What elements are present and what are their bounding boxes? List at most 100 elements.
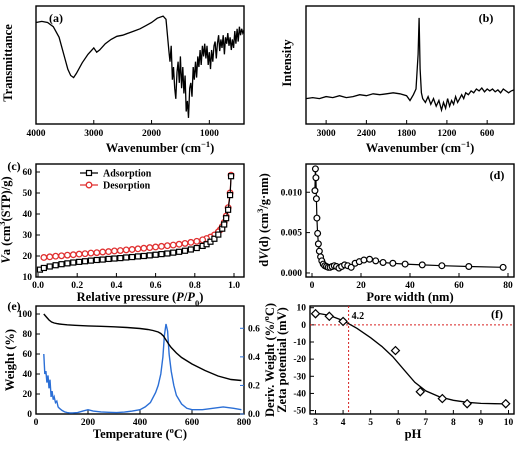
panel-f-ytick-label: -10	[293, 338, 306, 348]
panel-a-xtick-label: 2000	[142, 129, 161, 139]
panel-a-ftir-line	[35, 15, 245, 118]
panel-c-adsorption-point	[52, 262, 59, 269]
panel-c-xtick-label: 0.6	[150, 281, 162, 291]
panel-c-desorption-point	[193, 237, 201, 245]
panel-c-desorption-point	[128, 246, 136, 253]
panel-c-xtick-label: 0.0	[32, 281, 44, 291]
panel-d-psd-point	[314, 229, 322, 237]
panel-e-ytick-right-label: 0.2	[248, 381, 260, 391]
panel-c-adsorption-point	[128, 253, 136, 261]
panel-f-xtick-label: 10	[504, 418, 514, 428]
panel-b-frame	[305, 5, 515, 125]
panel-c-adsorption-point	[211, 235, 218, 242]
panel-e-xtick-label: 0	[34, 418, 39, 428]
panel-e-frame	[35, 305, 245, 415]
panel-c-ytick-label: 40	[23, 210, 33, 220]
panel-d-psd-point	[315, 247, 323, 255]
panel-e-xtick-label: 800	[237, 418, 252, 428]
panel-f-xlabel: pH	[405, 427, 422, 441]
panel-c-adsorption-point	[181, 247, 189, 254]
panel-f-xtick-label: 7	[423, 418, 428, 428]
panel-a-xtick-label: 1000	[200, 129, 219, 139]
panel-f-pzc-label: 4.2	[352, 311, 365, 322]
panel-d-psd-point	[311, 187, 319, 195]
panel-d-psd-point	[312, 174, 320, 182]
panel-b-xtick-label: 1800	[397, 129, 416, 139]
panel-f-xtick-label: 6	[396, 418, 401, 428]
panel-c-desorption-point	[181, 239, 189, 247]
panel-c-adsorption-point	[76, 258, 83, 265]
panel-d-xtick-label: 0	[310, 281, 315, 291]
panel-d-psd-point	[312, 195, 320, 203]
panel-c-adsorption-point	[187, 246, 194, 253]
panel-f-xtick-label: 9	[479, 418, 484, 428]
panel-d-psd-point	[379, 258, 387, 266]
panel-c-adsorption-point	[221, 221, 228, 228]
panel-f-ytick-label: -50	[293, 407, 306, 417]
panel-c-adsorption-point	[215, 231, 222, 238]
panel-e-ytick-right-label: 0.6	[248, 324, 260, 334]
panel-f-zeta-point	[437, 393, 448, 404]
panel-c-adsorption-point	[105, 255, 112, 263]
panel-c-desorption-point	[93, 249, 101, 257]
panel-f-xtick-label: 3	[313, 418, 318, 428]
panel-d-psd-point	[438, 262, 446, 270]
panel-d-ytick-label: 0.010	[281, 188, 303, 198]
panel-a-label: (a)	[49, 11, 63, 25]
panel-c-desorption-point	[146, 244, 154, 252]
panel-b-xtick-label: 3000	[317, 129, 336, 139]
panel-c-adsorption-point	[58, 261, 65, 268]
panel-f-ytick-label: -40	[293, 389, 306, 399]
panel-b-xtick-label: 2400	[357, 129, 376, 139]
panel-a-frame	[35, 5, 245, 125]
panel-d-label: (d)	[490, 168, 505, 182]
panel-c-adsorption-point	[93, 256, 100, 264]
panel-f-zeta-point	[390, 345, 401, 356]
panel-d-frame	[305, 163, 515, 278]
panel-c-adsorption-point	[140, 252, 147, 260]
panel-f-label: (f)	[491, 307, 503, 321]
panel-e-xtick-label: 400	[133, 418, 148, 428]
panel-c-adsorption-point	[81, 258, 89, 265]
panel-f-xtick-label: 8	[451, 418, 456, 428]
panel-e-ytick-label: 40	[23, 370, 33, 380]
panel-b-xlabel: Wavenumber (cm−1)	[366, 139, 475, 155]
panel-c-adsorption-point	[40, 264, 47, 272]
panel-f-zeta-point	[462, 398, 472, 409]
panel-f-ytick-label: 10	[297, 304, 307, 314]
panel-c-desorption-point	[58, 252, 65, 260]
panel-c-ytick-label: 60	[23, 168, 33, 178]
panel-d-xlabel: Pore width (nm)	[366, 290, 453, 304]
panel-c-adsorption-point	[225, 206, 232, 213]
panel-c-ylabel: Va (cm3(STP)/g)	[0, 176, 13, 263]
panel-e-weight-line	[43, 313, 242, 382]
panel-c-xtick-label: 0.8	[189, 281, 201, 291]
panel-f-xtick-label: 4	[341, 418, 346, 428]
panel-d-psd-point	[360, 256, 368, 264]
panel-c-xtick-label: 0.4	[110, 281, 122, 291]
panel-c-adsorption-point	[134, 253, 142, 260]
panel-c-adsorption-point	[111, 255, 118, 262]
panel-d-xtick-label: 80	[503, 281, 513, 291]
panel-d-psd-point	[389, 259, 397, 267]
panel-c-ytick-label: 30	[23, 231, 33, 241]
panel-c-adsorption-point	[226, 192, 234, 199]
panel-e-xtick-label: 600	[185, 418, 200, 428]
panel-d-psd-point	[401, 260, 409, 268]
panel-c-legend-adsorption-label: Adsorption	[103, 169, 152, 180]
panel-e-ytick-right-label: 0.0	[248, 410, 260, 420]
panel-c-adsorption-point	[164, 250, 171, 257]
panel-d-psd-point	[313, 214, 321, 222]
panel-f-xtick-label: 5	[368, 418, 373, 428]
panel-c-desorption-point	[187, 238, 195, 246]
panel-d-psd-point	[465, 263, 473, 271]
panel-d-xtick-label: 40	[405, 281, 415, 291]
panel-c-ytick-label: 50	[23, 189, 33, 199]
panel-f-ytick-label: -20	[293, 355, 306, 365]
panel-e-deriv-weight-line	[43, 323, 242, 414]
panel-f-ytick-label: 0	[301, 321, 306, 331]
panel-d-ylabel: dV(d) (cm3/g·nm)	[255, 173, 271, 267]
panel-a-xlabel: Wavenumber (cm−1)	[106, 139, 215, 155]
panel-f-ytick-label: -30	[293, 372, 306, 382]
panel-c-desorption-point	[134, 245, 142, 253]
